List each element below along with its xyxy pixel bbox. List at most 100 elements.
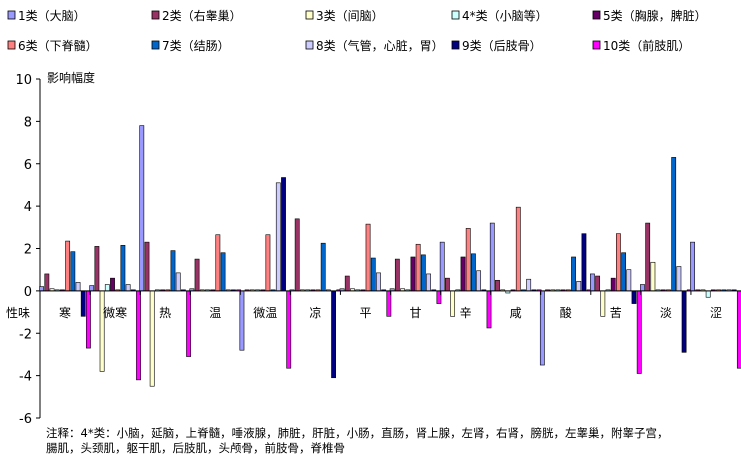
category-label: 寒 bbox=[59, 305, 71, 320]
legend-swatch bbox=[451, 40, 460, 50]
y-tick-label: 2 bbox=[24, 243, 32, 258]
bar bbox=[676, 266, 682, 292]
bar bbox=[275, 182, 281, 292]
bar bbox=[621, 252, 627, 292]
bar bbox=[220, 252, 226, 292]
bar bbox=[215, 234, 221, 292]
bar bbox=[610, 277, 616, 292]
category-label: 咸 bbox=[510, 306, 522, 320]
category-label: 辛 bbox=[460, 306, 472, 320]
legend-label: 4*类（小脑等） bbox=[462, 9, 548, 23]
bar bbox=[149, 290, 155, 387]
legend-label: 3类（间脑） bbox=[316, 9, 384, 23]
legend-swatch bbox=[305, 10, 314, 20]
bar bbox=[186, 290, 191, 357]
bar bbox=[600, 290, 606, 317]
bar bbox=[286, 290, 292, 369]
legend: 1类（大脑） 2类（右睾巢） 3类（间脑） 4*类（小脑等） 5类（胸腺，脾脏） 6类（下… bbox=[7, 8, 707, 53]
bar bbox=[736, 290, 741, 369]
legend-label: 10类（前肢肌） bbox=[603, 38, 690, 53]
category-label: 微寒 bbox=[103, 305, 127, 320]
bar bbox=[44, 273, 50, 292]
bar bbox=[120, 245, 126, 292]
bar bbox=[471, 253, 476, 292]
legend-label: 8类（气管，心脏，胃） bbox=[316, 38, 444, 53]
bar bbox=[104, 284, 110, 292]
bar bbox=[590, 273, 595, 292]
bar bbox=[616, 233, 621, 292]
plot-area: -6 -4 -2 0 2 4 6 8 10 寒 微寒 热 温 微温 凉 平 甘 辛 咸 酸 苦 淡 涩 bbox=[15, 73, 741, 427]
bar bbox=[450, 290, 456, 317]
y-tick-label: -6 bbox=[19, 412, 32, 427]
bar bbox=[394, 258, 400, 292]
category-label: 淡 bbox=[660, 306, 672, 320]
bar bbox=[426, 273, 431, 292]
y-axis-label: 影响幅度 bbox=[47, 71, 96, 85]
bar bbox=[320, 242, 326, 292]
bar bbox=[526, 278, 532, 292]
bar bbox=[39, 286, 45, 292]
legend-label: 1类（大脑） bbox=[18, 9, 86, 23]
legend-swatch bbox=[451, 10, 460, 20]
bar bbox=[94, 246, 100, 292]
legend-label: 6类（下脊髓） bbox=[18, 39, 98, 53]
bar bbox=[576, 281, 582, 292]
bar bbox=[110, 277, 115, 292]
category-label: 涩 bbox=[710, 305, 722, 320]
bar bbox=[370, 257, 376, 292]
bar bbox=[486, 290, 492, 329]
bar bbox=[631, 290, 637, 304]
bar bbox=[690, 241, 695, 292]
category-label: 平 bbox=[359, 306, 371, 320]
bar bbox=[281, 177, 286, 292]
footnote: 注释：4*类：小脑，延脑，上脊髓，唾液腺，肺脏，肝脏，小肠，直肠，肾上腺，左肾，… bbox=[46, 426, 736, 456]
bar bbox=[331, 290, 336, 379]
legend-label: 5类（胸腺，脾脏） bbox=[603, 8, 707, 23]
bar bbox=[650, 261, 656, 292]
category-label: 热 bbox=[159, 306, 171, 320]
legend-swatch bbox=[151, 40, 160, 50]
bar bbox=[175, 272, 181, 292]
bar bbox=[645, 222, 651, 292]
category-label: 微温 bbox=[253, 306, 277, 320]
bar bbox=[125, 284, 131, 292]
bar bbox=[515, 206, 521, 292]
bar bbox=[376, 272, 381, 292]
bar bbox=[420, 254, 426, 292]
bar bbox=[705, 290, 711, 298]
bar bbox=[365, 223, 371, 292]
bar bbox=[75, 282, 81, 292]
bar bbox=[460, 256, 466, 292]
y-tick-label: 4 bbox=[24, 200, 32, 215]
category-axis-title: 性味 bbox=[6, 306, 31, 320]
bar bbox=[139, 125, 145, 292]
bar bbox=[415, 243, 421, 292]
bar bbox=[489, 222, 495, 292]
bar bbox=[571, 256, 576, 292]
y-tick-label: 0 bbox=[24, 285, 32, 300]
bar bbox=[194, 258, 200, 292]
y-tick-label: -4 bbox=[19, 370, 32, 385]
legend-label: 7类（结肠） bbox=[162, 39, 230, 53]
category-label: 酸 bbox=[560, 305, 572, 320]
legend-swatch bbox=[151, 10, 160, 20]
legend-label: 2类（右睾巢） bbox=[162, 8, 242, 23]
bar bbox=[465, 228, 471, 292]
bar bbox=[294, 218, 300, 292]
bar bbox=[671, 157, 677, 292]
y-tick-label: 8 bbox=[24, 115, 32, 130]
bar bbox=[476, 270, 482, 292]
bar bbox=[144, 241, 150, 292]
bar bbox=[581, 233, 587, 292]
bar bbox=[495, 279, 500, 292]
bar bbox=[410, 256, 416, 292]
bar bbox=[70, 251, 76, 292]
bar bbox=[65, 240, 71, 292]
legend-swatch bbox=[7, 40, 16, 50]
y-tick-label: 6 bbox=[24, 158, 32, 173]
y-tick-label: -2 bbox=[19, 327, 32, 342]
bar bbox=[239, 290, 245, 351]
bar bbox=[99, 290, 105, 372]
